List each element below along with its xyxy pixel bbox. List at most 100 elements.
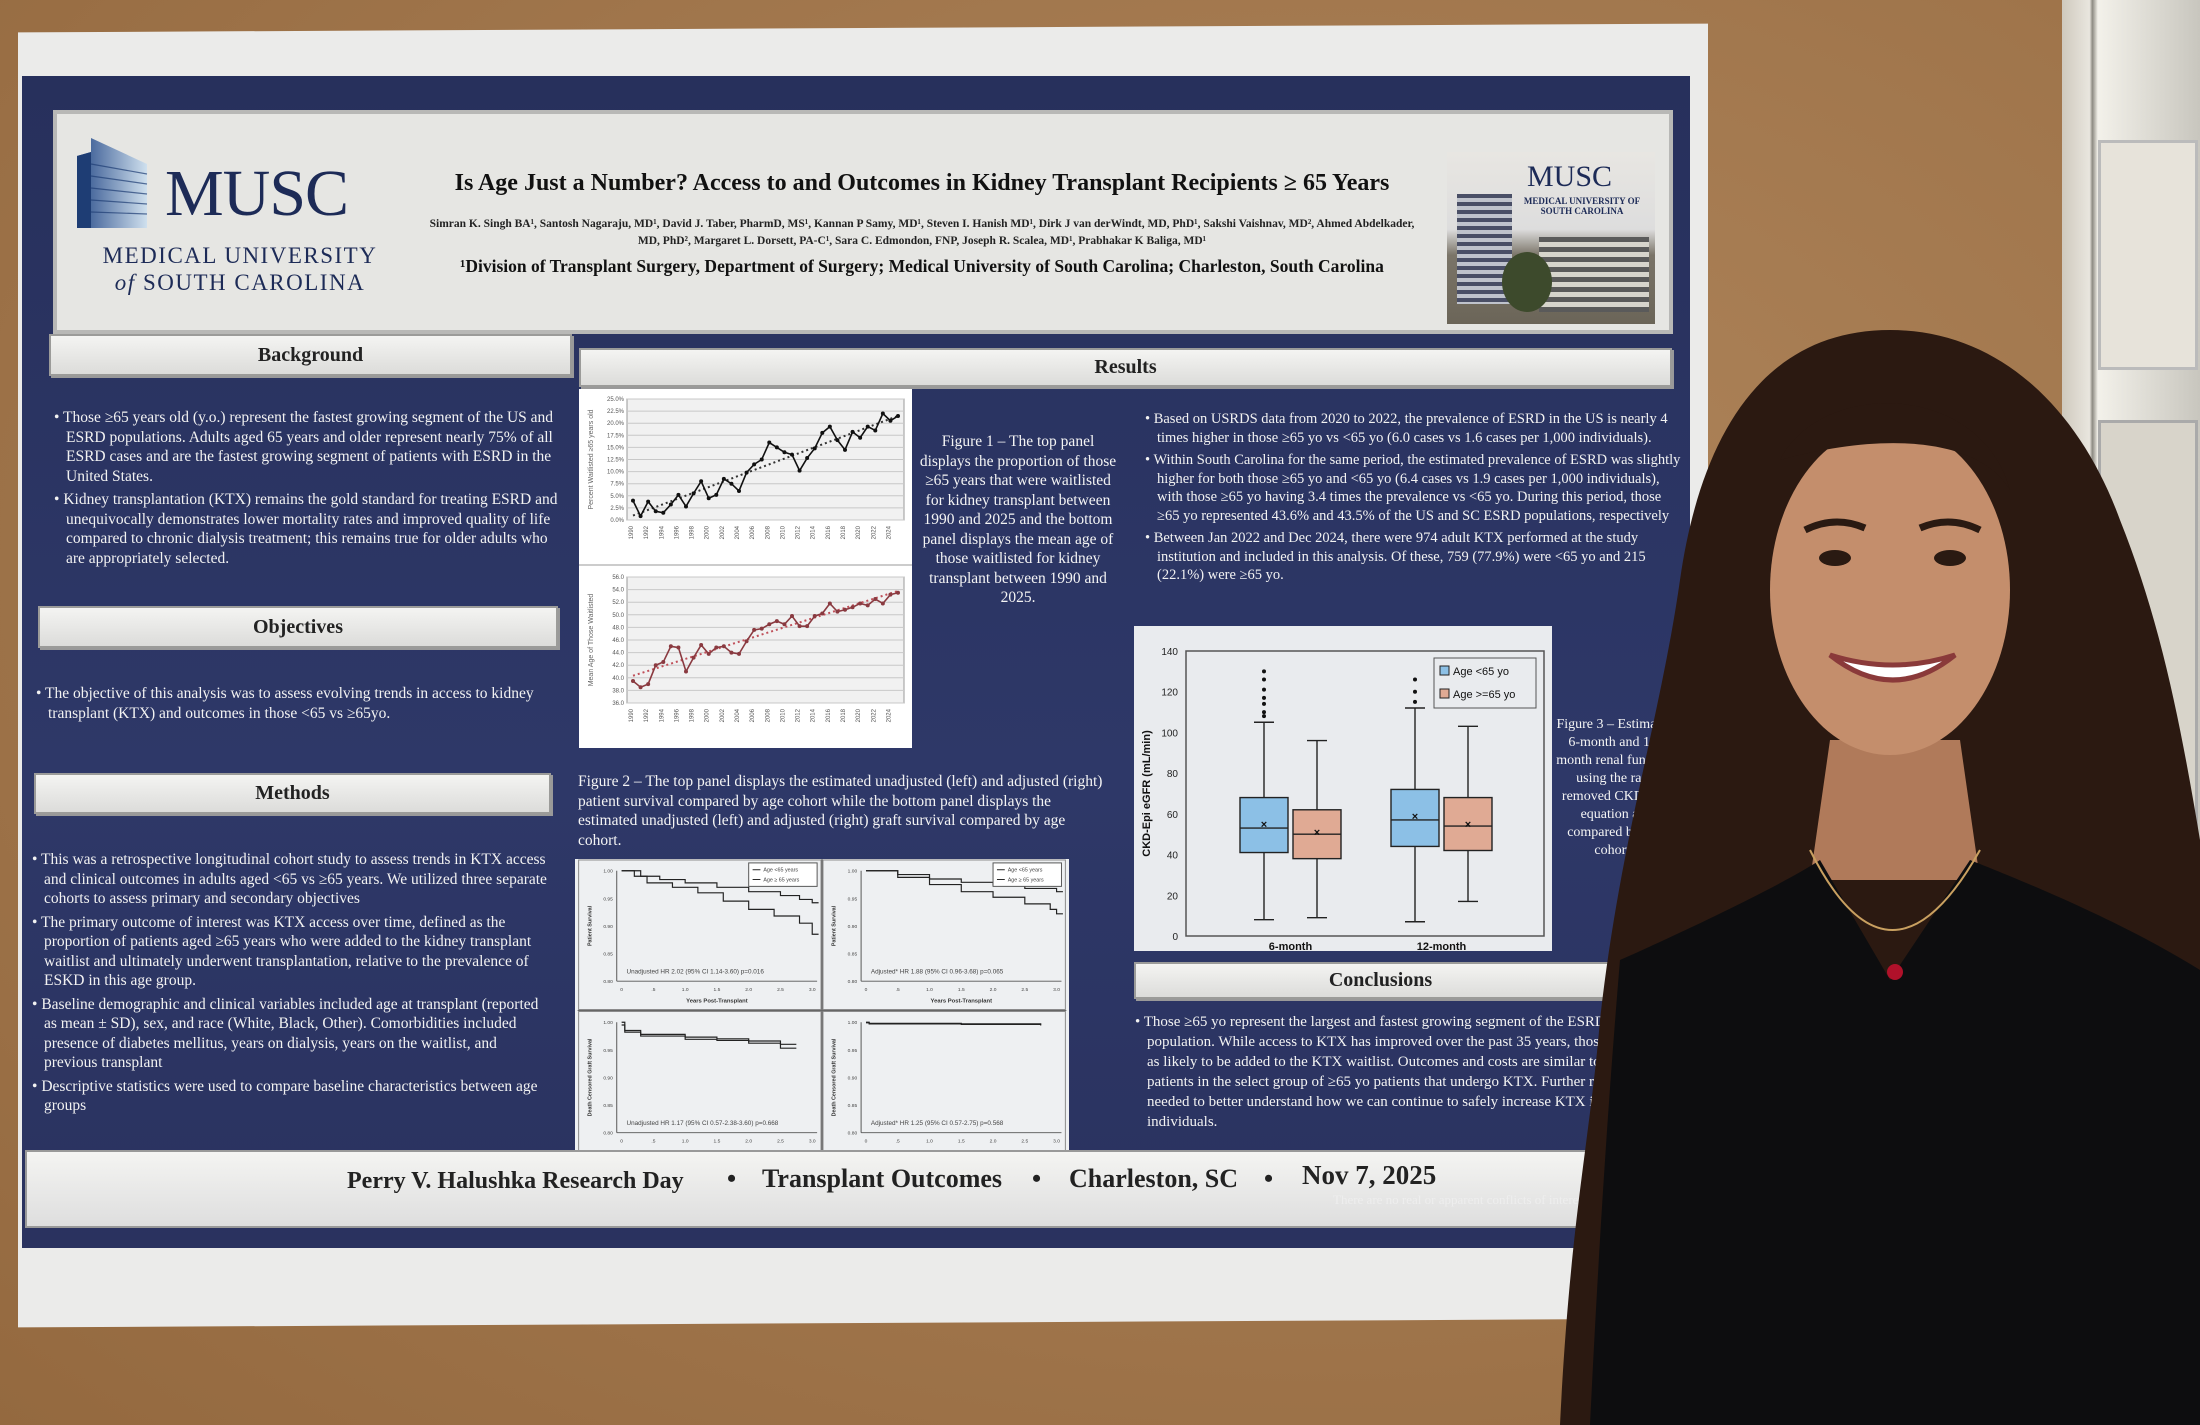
survival-curve [621,870,819,904]
outlier-point [1262,710,1266,715]
x-tick-label: 2.0 [990,1138,997,1144]
y-tick-label: 0 [1172,932,1178,943]
x-tick-label: 2024 [886,708,892,722]
legend-swatch [1439,665,1450,676]
legend-swatch [1439,688,1450,699]
footer-event: Perry V. Halushka Research Day [347,1168,684,1194]
mean-marker: × [1465,819,1471,831]
data-point [668,644,673,649]
legend-label: Age <65 years [1008,868,1043,874]
data-point [729,650,734,655]
outlier-point [1413,689,1417,694]
data-point [638,514,643,519]
y-tick-label: 54.0 [612,588,624,594]
outlier-point [1262,687,1266,692]
x-tick-label: 1992 [644,525,650,539]
data-point [752,462,757,467]
footer-location: Charleston, SC [1069,1164,1239,1193]
legend-box [1433,657,1537,709]
y-tick-label: 2.5% [610,506,624,512]
survival-curve [621,870,819,935]
y-tick-label: 0.85 [848,1103,858,1109]
figure-1-caption: Figure 1 – The top panel displays the pr… [919,433,1117,606]
data-point [759,626,764,631]
methods-bullet: This was a retrospective longitudinal co… [30,850,550,909]
x-axis-label: Years Post-Transplant [931,999,993,1005]
y-tick-label: 100 [1161,728,1178,739]
x-tick-label: 1.5 [958,987,965,993]
data-point [865,603,870,608]
data-point [774,619,779,624]
mean-marker: × [1314,827,1320,839]
x-tick-label: 3.0 [809,987,816,993]
y-tick-label: 0.95 [848,1048,858,1054]
data-point [744,639,749,644]
y-tick-label: 80 [1167,769,1179,780]
mean-marker: × [1412,811,1418,823]
data-point [752,627,757,632]
data-point [631,678,635,683]
y-tick-label: 7.5% [610,482,624,488]
mean-marker: × [1261,819,1267,831]
data-point [714,492,719,497]
x-tick-label: 2010 [780,525,786,539]
y-tick-label: 40 [1167,851,1179,862]
logo-subtitle: MEDICAL UNIVERSITY of SOUTH CAROLINA [75,242,405,296]
neck [1810,740,1980,880]
logo-of: of [114,270,136,295]
y-tick-label: 5.0% [610,494,624,500]
data-point [676,645,681,650]
data-point [706,651,711,656]
methods-heading: Methods [34,773,551,814]
x-tick-label: 3.0 [1053,987,1060,993]
data-point [661,660,666,665]
x-tick-label: 2012 [796,525,802,539]
objectives-bullet: The objective of this analysis was to as… [34,684,554,723]
survival-curve [865,1022,1042,1026]
legend-box [748,862,818,887]
y-axis-label: Death Censored Graft Survival [832,1038,838,1116]
outlier-point [1262,714,1266,719]
x-tick-label: 2018 [841,708,847,722]
x-tick-label: 2012 [796,708,802,722]
author-list: Simran K. Singh BA¹, Santosh Nagaraju, M… [387,216,1457,250]
box [1390,788,1440,848]
y-tick-label: 120 [1161,688,1178,699]
data-point [767,622,772,627]
data-point [797,468,802,473]
data-point [767,440,772,445]
y-tick-label: 50.0 [612,613,624,619]
x-tick-label: 1998 [690,525,696,539]
footer-separator: • [1032,1164,1042,1193]
footer-separator: • [1264,1164,1274,1193]
legend-label: Age >=65 yo [1453,689,1515,701]
y-tick-label: 140 [1161,647,1178,658]
data-point [737,651,741,656]
x-tick-label: 2018 [841,525,847,539]
data-point [805,456,810,461]
background-bullet: Those ≥65 years old (y.o.) represent the… [52,408,562,486]
data-point [850,429,855,434]
data-point [668,502,673,507]
y-axis-label: CKD-Epi eGFR (mL/min) [1141,730,1153,857]
y-tick-label: 0.95 [603,1048,613,1054]
poster-footer: Perry V. Halushka Research Day • Transpl… [25,1150,1615,1228]
y-tick-label: 0.95 [848,896,858,902]
x-tick-label: 1.0 [682,1138,689,1144]
background-text: Those ≥65 years old (y.o.) represent the… [52,408,562,572]
y-tick-label: 20.0% [607,421,625,427]
x-tick-label: 2.5 [777,1138,784,1144]
data-point [843,607,847,612]
y-tick-label: 46.0 [612,638,624,644]
legend-label: Age <65 years [763,868,798,874]
y-tick-label: 0.90 [848,1075,858,1081]
data-point [820,430,825,435]
poster-title: Is Age Just a Number? Access to and Outc… [454,170,1390,196]
data-point [896,413,900,418]
panel-border [822,859,1066,1011]
y-tick-label: 0.0% [610,518,624,524]
y-tick-label: 12.5% [607,458,625,464]
data-point [805,624,810,629]
data-point [880,411,885,416]
x-tick-label: 1.5 [714,1138,721,1144]
